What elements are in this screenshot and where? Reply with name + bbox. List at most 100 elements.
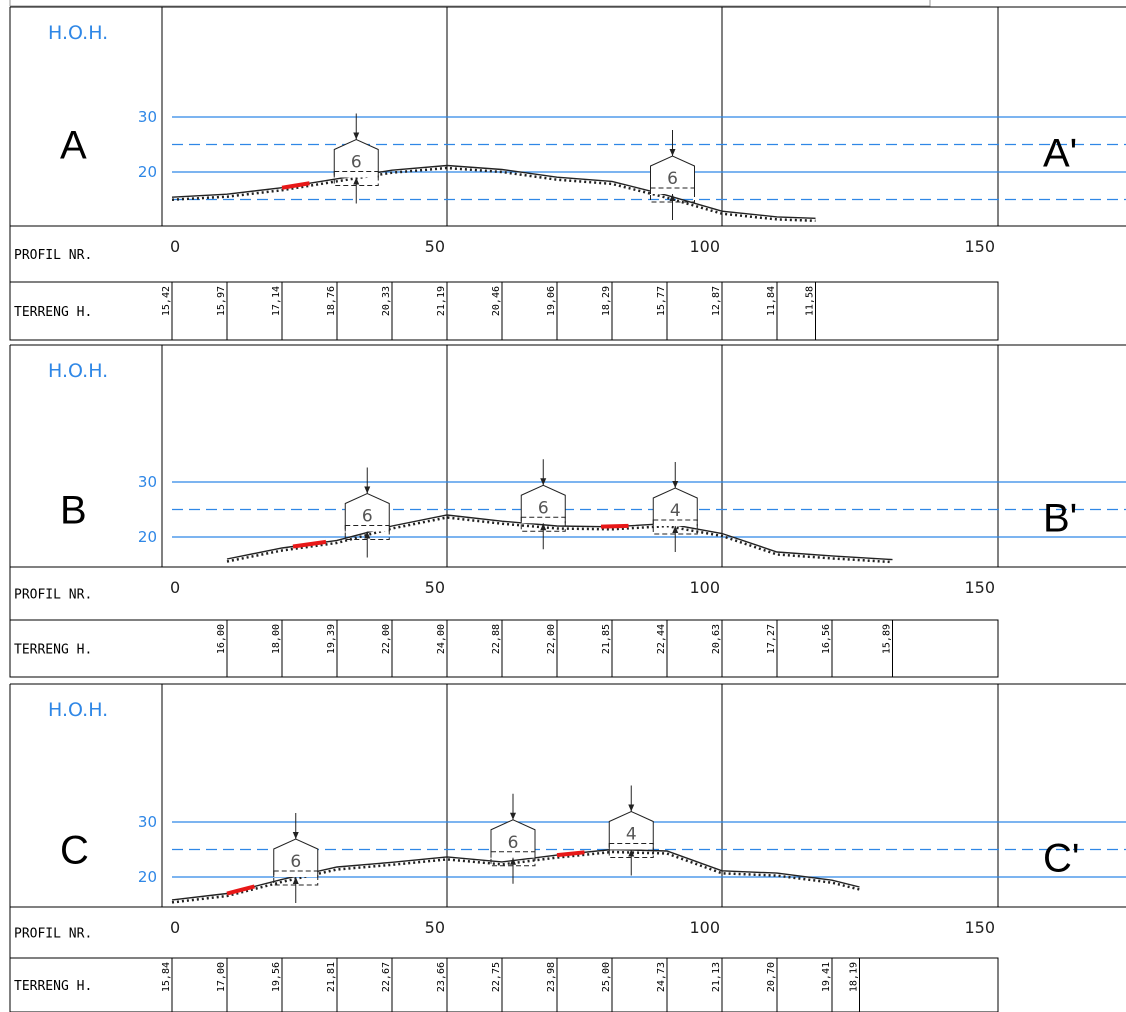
terrain-hatch (171, 850, 860, 904)
x-tick-label: 150 (964, 237, 995, 256)
y-tick-label: 30 (138, 813, 157, 831)
red-segment (556, 850, 585, 858)
terreng-value: 15,42 (161, 286, 172, 316)
terreng-value: 19,41 (821, 962, 832, 992)
x-tick-label: 50 (425, 237, 445, 256)
terreng-value: 22,00 (381, 624, 392, 654)
house-floor-count: 6 (508, 833, 519, 853)
profile-panel-c: H.O.H. 30 20 C C' 6 6 4 PROFIL NR. 0 50 100 150 TERRE… (9, 683, 1126, 1012)
terreng-value: 22,44 (656, 624, 667, 654)
terreng-value: 19,39 (326, 624, 337, 654)
terreng-value: 11,84 (766, 286, 777, 316)
x-tick-label: 100 (689, 578, 720, 597)
hoh-label: H.O.H. (48, 22, 108, 44)
bottom-arrow-head (292, 877, 299, 884)
section-label-right: C' (1043, 837, 1080, 881)
profile-panel-b: H.O.H. 30 20 B B' 6 6 4 PROFIL NR. 0 50 100 150 TERRE… (9, 344, 1126, 678)
red-segment (226, 884, 255, 896)
section-label-left: A (60, 124, 87, 168)
top-arrow-head (540, 478, 547, 486)
bottom-arrow-head (364, 531, 371, 539)
bottom-arrow-head (669, 194, 676, 201)
terreng-table-frame (9, 281, 999, 341)
bottom-arrow-head (672, 526, 679, 533)
terreng-value: 21,19 (436, 286, 447, 316)
top-arrow-head (364, 486, 371, 494)
x-tick-label: 150 (964, 578, 995, 597)
terreng-value: 11,58 (805, 286, 816, 316)
house-symbol: 6 (520, 459, 566, 550)
terreng-table-frame (9, 619, 999, 678)
house-floor-count: 6 (538, 498, 549, 518)
top-arrow-head (292, 832, 299, 839)
bottom-arrow-head (510, 857, 516, 865)
terreng-value: 17,27 (766, 624, 777, 654)
terreng-value: 20,70 (766, 962, 777, 992)
terreng-value: 24,00 (436, 624, 447, 654)
terrain-line (171, 848, 860, 901)
terreng-value: 15,84 (161, 962, 172, 992)
terreng-value: 15,77 (656, 286, 667, 316)
terreng-value: 15,89 (882, 624, 893, 654)
terreng-value: 21,81 (326, 962, 337, 992)
terreng-value: 20,46 (491, 286, 502, 316)
house-floor-count: 6 (290, 852, 301, 872)
house-symbol: 6 (333, 113, 379, 204)
x-tick-label: 150 (964, 918, 995, 937)
house-floor-count: 6 (351, 153, 362, 173)
top-arrow-head (628, 804, 635, 812)
y-tick-label: 20 (138, 868, 157, 886)
x-tick-label: 0 (170, 237, 180, 256)
terreng-value: 18,19 (849, 962, 860, 992)
terreng-value: 24,73 (656, 962, 667, 992)
house-symbol: 6 (344, 467, 390, 558)
red-segment (292, 539, 327, 549)
terreng-value: 18,00 (271, 624, 282, 654)
red-segment (281, 181, 310, 190)
terrain-line (226, 514, 893, 561)
terreng-table-frame (9, 957, 999, 1012)
profil-nr-label: PROFIL NR. (14, 588, 92, 603)
y-tick-label: 20 (138, 528, 157, 546)
profil-nr-label: PROFIL NR. (14, 927, 92, 942)
terreng-value: 18,76 (326, 286, 337, 316)
x-tick-label: 100 (689, 237, 720, 256)
section-label-left: C (60, 829, 89, 873)
terreng-value: 16,00 (216, 624, 227, 654)
top-arrow-head (669, 149, 676, 156)
y-tick-label: 30 (138, 473, 157, 491)
terreng-h-label: TERRENG H. (14, 643, 92, 658)
house-symbol: 4 (652, 462, 698, 552)
house-floor-count: 6 (362, 507, 373, 527)
house-floor-count: 4 (626, 825, 637, 845)
house-floor-count: 6 (667, 169, 678, 189)
x-tick-label: 50 (425, 578, 445, 597)
top-arrow-head (510, 812, 516, 820)
terreng-value: 15,97 (216, 286, 227, 316)
house-symbol: 6 (490, 793, 536, 884)
terreng-value: 17,00 (216, 962, 227, 992)
profil-nr-label: PROFIL NR. (14, 248, 92, 263)
x-tick-label: 100 (689, 918, 720, 937)
house-symbol: 4 (608, 785, 654, 876)
top-arrow-head (672, 481, 679, 488)
hoh-label: H.O.H. (48, 699, 108, 721)
top-scale-strip (9, 0, 931, 7)
x-tick-label: 0 (170, 918, 180, 937)
terreng-value: 17,14 (271, 286, 282, 316)
bottom-arrow-head (540, 523, 547, 531)
terreng-value: 22,67 (381, 962, 392, 992)
profile-panel-a: H.O.H. 30 20 A A' 6 6 PROFIL NR. 0 50 100 150 TERREN… (9, 6, 1126, 341)
terrain-hatch (226, 516, 893, 564)
house-symbol: 6 (273, 813, 319, 903)
terreng-value: 23,66 (436, 962, 447, 992)
hoh-label: H.O.H. (48, 360, 108, 382)
terreng-value: 25,00 (601, 962, 612, 992)
terreng-value: 21,13 (711, 962, 722, 992)
terreng-value: 22,00 (546, 624, 557, 654)
y-tick-label: 30 (138, 108, 157, 126)
terreng-value: 16,56 (821, 624, 832, 654)
x-tick-label: 50 (425, 918, 445, 937)
red-segment (600, 523, 629, 529)
